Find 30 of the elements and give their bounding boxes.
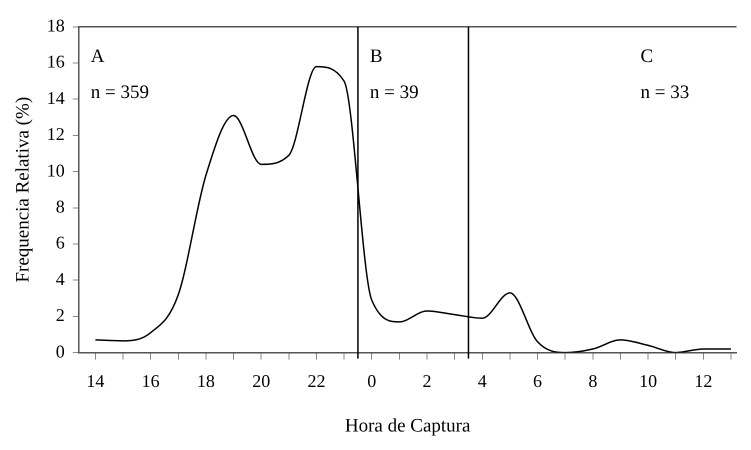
annotation: C bbox=[640, 46, 654, 67]
x-tick-label: 2 bbox=[422, 371, 432, 392]
annotation: n = 39 bbox=[370, 82, 419, 103]
x-tick-label: 22 bbox=[307, 371, 326, 392]
x-axis-title: Hora de Captura bbox=[344, 416, 472, 437]
x-tick-label: 4 bbox=[478, 371, 487, 392]
x-tick-label: 0 bbox=[367, 371, 376, 392]
annotation: A bbox=[90, 46, 105, 67]
x-tick-label: 10 bbox=[639, 371, 658, 392]
y-tick-label: 18 bbox=[46, 16, 65, 36]
annotation: n = 33 bbox=[640, 82, 690, 103]
y-tick-label: 4 bbox=[56, 268, 65, 289]
x-tick-label: 8 bbox=[588, 371, 598, 392]
annotation: n = 359 bbox=[90, 82, 150, 103]
y-tick-label: 6 bbox=[56, 232, 65, 253]
y-axis-title: Frequencia Relativa (%) bbox=[12, 96, 34, 283]
y-tick-label: 16 bbox=[46, 52, 65, 72]
x-tick-label: 18 bbox=[196, 371, 215, 392]
y-tick-label: 14 bbox=[46, 88, 65, 108]
y-tick-label: 2 bbox=[56, 305, 65, 326]
x-tick-label: 16 bbox=[142, 371, 160, 392]
y-tick-label: 10 bbox=[46, 160, 65, 180]
annotation: B bbox=[370, 46, 383, 67]
x-tick-label: 12 bbox=[694, 371, 712, 392]
y-tick-label: 0 bbox=[56, 341, 65, 362]
x-tick-label: 14 bbox=[86, 371, 104, 392]
x-tick-label: 6 bbox=[533, 371, 542, 392]
y-tick-label: 8 bbox=[56, 196, 65, 217]
y-tick-label: 12 bbox=[46, 124, 65, 144]
x-tick-label: 20 bbox=[252, 371, 270, 392]
